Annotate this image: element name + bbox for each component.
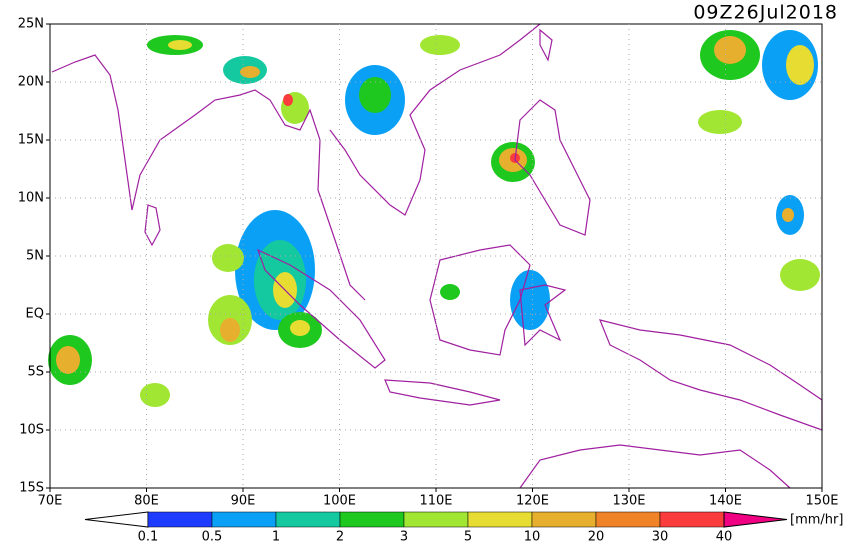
lon-label: 110E [419,494,452,509]
colorbar-segment [403,511,469,528]
colorbar-segment [339,511,405,528]
lat-label: 15S [19,481,44,496]
colorbar-segment [147,511,213,528]
colorbar-segment [467,511,533,528]
lat-label: 15N [18,133,44,148]
colorbar-unit: [mm/hr] [790,513,843,528]
lat-label: 10S [19,423,44,438]
lon-label: 90E [231,494,256,509]
coastlines [51,23,823,489]
lat-label: 25N [18,17,44,32]
colorbar-segment [659,511,725,528]
lon-label: 150E [805,494,838,509]
colorbar-label: 0.5 [202,530,223,544]
colorbar-label: 3 [400,530,408,544]
lon-label: 70E [38,494,63,509]
colorbar-label: 20 [588,530,605,544]
colorbar-label: 1 [272,530,280,544]
colorbar-segment [595,511,661,528]
lat-label: 5N [26,249,44,264]
lon-label: 80E [134,494,159,509]
lat-label: 5S [27,365,44,380]
timestamp: 09Z26Jul2018 [693,2,838,24]
colorbar-label: 10 [524,530,541,544]
colorbar-segment [211,511,277,528]
colorbar-label: 5 [464,530,472,544]
colorbar-label: 40 [716,530,733,544]
lon-label: 130E [612,494,645,509]
lat-label: EQ [26,307,44,322]
colorbar-label: 0.1 [138,530,159,544]
colorbar-high [723,511,788,528]
colorbar-segment [275,511,341,528]
lat-label: 10N [18,191,44,206]
colorbar-label: 2 [336,530,344,544]
lon-label: 140E [709,494,742,509]
lat-label: 20N [18,75,44,90]
lon-label: 100E [323,494,356,509]
colorbar-label: 30 [652,530,669,544]
rain-field [48,30,820,407]
colorbar-low [84,511,149,528]
colorbar-segment [531,511,597,528]
lon-label: 120E [516,494,549,509]
